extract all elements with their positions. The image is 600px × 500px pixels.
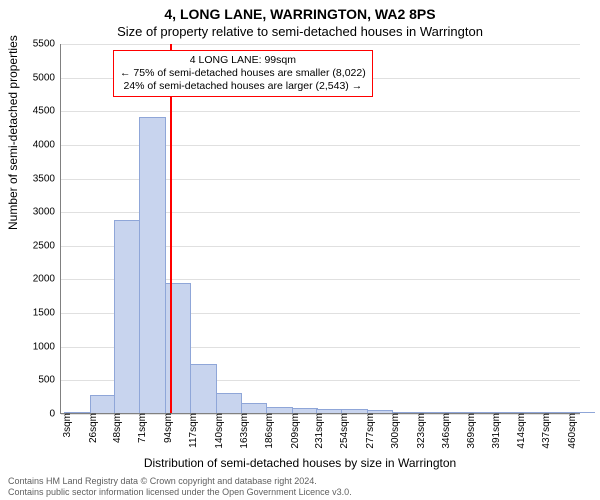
- xtick-label: 277sqm: [363, 413, 376, 449]
- xtick-label: 71sqm: [135, 413, 148, 443]
- histogram-bar: [139, 117, 165, 413]
- xtick-label: 346sqm: [439, 413, 452, 449]
- annotation-line-1: 4 LONG LANE: 99sqm: [120, 54, 366, 67]
- annotation-line-3: 24% of semi-detached houses are larger (…: [120, 80, 366, 93]
- annotation-box: 4 LONG LANE: 99sqm← 75% of semi-detached…: [113, 50, 373, 97]
- xtick-label: 437sqm: [539, 413, 552, 449]
- ytick-label: 1500: [33, 308, 61, 319]
- xtick-label: 391sqm: [489, 413, 502, 449]
- histogram-bar: [165, 283, 191, 413]
- ytick-label: 1000: [33, 341, 61, 352]
- xtick-label: 94sqm: [161, 413, 174, 443]
- ytick-label: 2500: [33, 240, 61, 251]
- xtick-label: 300sqm: [388, 413, 401, 449]
- xtick-label: 231sqm: [312, 413, 325, 449]
- histogram-bar: [190, 364, 216, 413]
- ytick-label: 2000: [33, 274, 61, 285]
- gridline-h: [61, 111, 580, 112]
- xtick-label: 117sqm: [186, 413, 199, 448]
- xtick-label: 26sqm: [86, 413, 99, 443]
- xtick-label: 3sqm: [60, 413, 73, 437]
- histogram-bar: [216, 393, 242, 413]
- histogram-bar: [114, 220, 140, 413]
- xtick-label: 414sqm: [514, 413, 527, 449]
- footer-line-2: Contains public sector information licen…: [8, 487, 352, 498]
- footer-line-1: Contains HM Land Registry data © Crown c…: [8, 476, 352, 487]
- histogram-bar: [241, 403, 267, 413]
- annotation-line-2: ← 75% of semi-detached houses are smalle…: [120, 67, 366, 80]
- ytick-label: 5500: [33, 39, 61, 50]
- ytick-label: 5000: [33, 72, 61, 83]
- histogram-bar: [90, 395, 116, 413]
- chart-container: 4, LONG LANE, WARRINGTON, WA2 8PS Size o…: [0, 0, 600, 500]
- x-axis-label: Distribution of semi-detached houses by …: [0, 456, 600, 470]
- ytick-label: 4000: [33, 139, 61, 150]
- xtick-label: 48sqm: [110, 413, 123, 443]
- ytick-label: 4500: [33, 106, 61, 117]
- highlight-line: [170, 44, 172, 413]
- plot-area: 0500100015002000250030003500400045005000…: [60, 44, 580, 414]
- xtick-label: 163sqm: [237, 413, 250, 449]
- ytick-label: 500: [38, 375, 61, 386]
- ytick-label: 3000: [33, 207, 61, 218]
- xtick-label: 369sqm: [464, 413, 477, 449]
- gridline-h: [61, 44, 580, 45]
- xtick-label: 323sqm: [414, 413, 427, 449]
- y-axis-label: Number of semi-detached properties: [6, 35, 20, 230]
- xtick-label: 209sqm: [288, 413, 301, 449]
- xtick-label: 186sqm: [262, 413, 275, 449]
- xtick-label: 254sqm: [337, 413, 350, 449]
- xtick-label: 460sqm: [565, 413, 578, 449]
- xtick-label: 140sqm: [212, 413, 225, 449]
- chart-title-main: 4, LONG LANE, WARRINGTON, WA2 8PS: [0, 6, 600, 22]
- footer-attribution: Contains HM Land Registry data © Crown c…: [8, 476, 352, 498]
- ytick-label: 3500: [33, 173, 61, 184]
- chart-title-sub: Size of property relative to semi-detach…: [0, 24, 600, 39]
